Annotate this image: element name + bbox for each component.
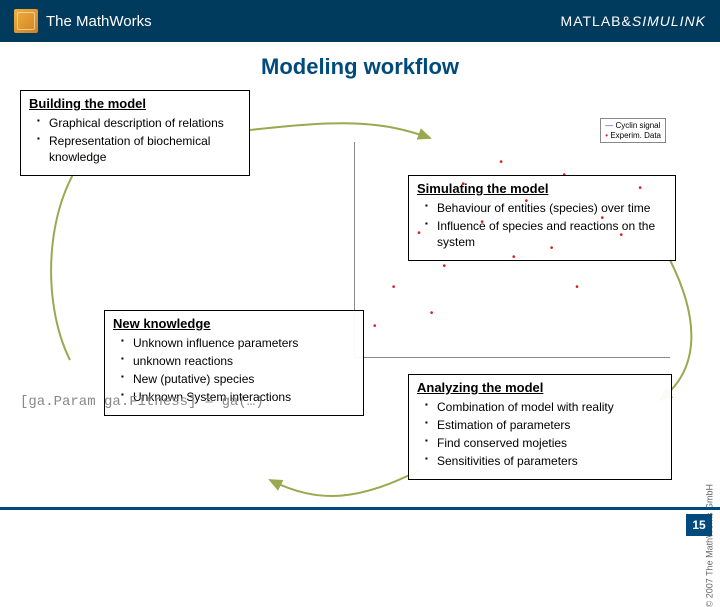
mathworks-logo-icon	[14, 9, 38, 33]
box-title: Analyzing the model	[417, 379, 663, 397]
list-item: New (putative) species	[123, 371, 355, 387]
list-item: Representation of biochemical knowledge	[39, 133, 241, 165]
list-item: unknown reactions	[123, 353, 355, 369]
list-item: Combination of model with reality	[427, 399, 663, 415]
product-simulink: SIMULINK	[632, 13, 706, 29]
list-item: Behaviour of entities (species) over tim…	[427, 200, 667, 216]
box-title: Building the model	[29, 95, 241, 113]
box-list: Graphical description of relations Repres…	[29, 115, 241, 166]
product-matlab: MATLAB	[561, 13, 622, 29]
page-title: Modeling workflow	[0, 54, 720, 80]
header-bar: The MathWorks MATLAB&SIMULINK	[0, 0, 720, 42]
product-names: MATLAB&SIMULINK	[561, 13, 706, 29]
box-simulating-model: Simulating the model Behaviour of entiti…	[408, 175, 676, 261]
brand-block: The MathWorks	[14, 9, 152, 33]
footer-rule	[0, 507, 720, 510]
list-item: Find conserved mojeties	[427, 435, 663, 451]
code-line: [ga.Param ga.Fitness] = ga(…)	[20, 394, 264, 410]
box-list: Combination of model with reality Estimat…	[417, 399, 663, 470]
list-item: Estimation of parameters	[427, 417, 663, 433]
ampersand: &	[622, 13, 632, 29]
list-item: Sensitivities of parameters	[427, 453, 663, 469]
brand-text: The MathWorks	[46, 13, 152, 30]
box-analyzing-model: Analyzing the model Combination of model…	[408, 374, 672, 480]
box-building-model: Building the model Graphical description…	[20, 90, 250, 176]
list-item: Graphical description of relations	[39, 115, 241, 131]
chart-legend: — Cyclin signal • Experim. Data	[600, 118, 666, 143]
box-list: Behaviour of entities (species) over tim…	[417, 200, 667, 251]
box-title: Simulating the model	[417, 180, 667, 198]
box-title: New knowledge	[113, 315, 355, 333]
list-item: Influence of species and reactions on th…	[427, 218, 667, 250]
page-number: 15	[686, 514, 712, 536]
list-item: Unknown influence parameters	[123, 335, 355, 351]
copyright: © 2007 The MathWorks GmbH	[704, 484, 714, 607]
